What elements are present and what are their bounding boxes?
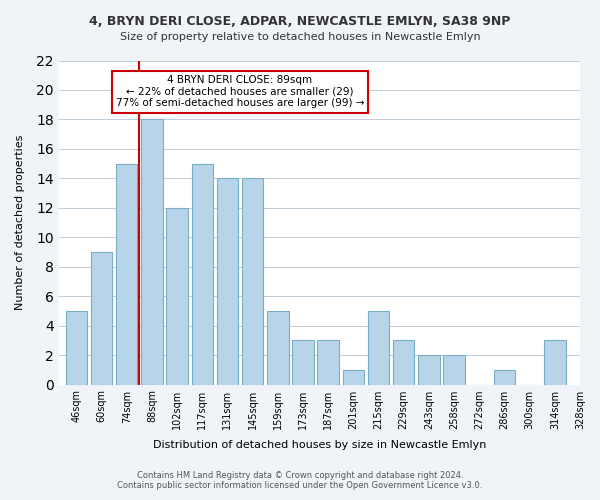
Bar [544, 340, 566, 384]
Bar [166, 208, 188, 384]
Bar [242, 178, 263, 384]
Bar [368, 311, 389, 384]
Text: Contains HM Land Registry data © Crown copyright and database right 2024.
Contai: Contains HM Land Registry data © Crown c… [118, 470, 482, 490]
Text: 4 BRYN DERI CLOSE: 89sqm
← 22% of detached houses are smaller (29)
77% of semi-d: 4 BRYN DERI CLOSE: 89sqm ← 22% of detach… [116, 75, 364, 108]
Bar [292, 340, 314, 384]
Bar [141, 120, 163, 384]
Bar [91, 252, 112, 384]
Bar [443, 355, 465, 384]
Bar [418, 355, 440, 384]
Bar [343, 370, 364, 384]
Text: Size of property relative to detached houses in Newcastle Emlyn: Size of property relative to detached ho… [119, 32, 481, 42]
Bar [267, 311, 289, 384]
Bar [494, 370, 515, 384]
Bar [393, 340, 415, 384]
Text: 4, BRYN DERI CLOSE, ADPAR, NEWCASTLE EMLYN, SA38 9NP: 4, BRYN DERI CLOSE, ADPAR, NEWCASTLE EML… [89, 15, 511, 28]
Bar [191, 164, 213, 384]
X-axis label: Distribution of detached houses by size in Newcastle Emlyn: Distribution of detached houses by size … [152, 440, 486, 450]
Bar [317, 340, 339, 384]
Bar [217, 178, 238, 384]
Bar [65, 311, 87, 384]
Y-axis label: Number of detached properties: Number of detached properties [15, 135, 25, 310]
Bar [116, 164, 137, 384]
